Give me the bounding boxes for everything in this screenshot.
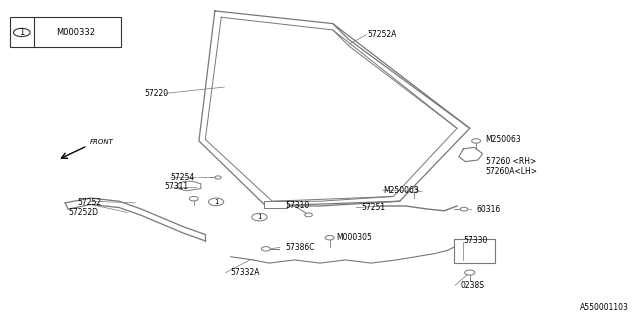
Text: 57220: 57220 — [145, 89, 169, 98]
Circle shape — [325, 236, 334, 240]
Circle shape — [465, 270, 475, 275]
Text: 57330: 57330 — [463, 236, 488, 245]
Text: 1: 1 — [19, 28, 24, 37]
Circle shape — [460, 207, 468, 211]
Text: M250063: M250063 — [384, 186, 419, 195]
Text: 57332A: 57332A — [231, 268, 260, 277]
Text: 57310: 57310 — [285, 202, 309, 211]
Text: M000305: M000305 — [336, 233, 372, 242]
Text: 1: 1 — [257, 214, 262, 220]
Circle shape — [409, 188, 418, 192]
Bar — [454, 239, 495, 263]
Text: 57311: 57311 — [164, 182, 188, 191]
Text: A550001103: A550001103 — [580, 303, 629, 312]
Circle shape — [472, 139, 481, 143]
Circle shape — [13, 28, 30, 36]
Bar — [10, 17, 121, 47]
Text: 0238S: 0238S — [460, 281, 484, 290]
Text: 57252: 57252 — [78, 198, 102, 207]
Circle shape — [215, 176, 221, 179]
Circle shape — [252, 213, 267, 221]
Text: 1: 1 — [214, 199, 218, 205]
Text: 57260A<LH>: 57260A<LH> — [486, 167, 538, 176]
Text: 60316: 60316 — [476, 205, 500, 214]
Bar — [264, 201, 287, 208]
Circle shape — [189, 196, 198, 201]
Circle shape — [261, 247, 270, 251]
Text: 57252D: 57252D — [68, 208, 99, 217]
Text: M250063: M250063 — [486, 135, 522, 144]
Text: 57386C: 57386C — [285, 243, 314, 252]
Text: 57251: 57251 — [362, 203, 385, 212]
Circle shape — [209, 198, 224, 206]
Text: M000332: M000332 — [56, 28, 95, 37]
Text: 57260 <RH>: 57260 <RH> — [486, 157, 536, 166]
Circle shape — [305, 213, 312, 217]
Text: FRONT: FRONT — [90, 139, 113, 145]
Text: 57252A: 57252A — [368, 30, 397, 39]
Text: 57254: 57254 — [170, 173, 195, 182]
